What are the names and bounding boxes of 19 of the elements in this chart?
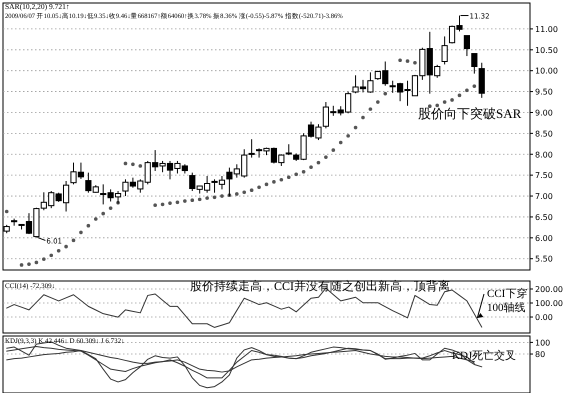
y-tick-label: 11.00 <box>535 24 558 34</box>
y-tick-label: 6.00 <box>535 234 553 243</box>
y-tick-label: 10.00 <box>535 66 558 76</box>
y-tick-label: 7.00 <box>535 192 553 202</box>
y-tick-label: 8.00 <box>535 150 553 160</box>
y-tick-label: 200.00 <box>535 284 563 294</box>
annotation: 股价向下突破SAR <box>418 106 522 121</box>
y-tick-label: 100.00 <box>535 299 563 308</box>
y-tick-label: 6.50 <box>535 212 553 222</box>
y-tick-label: 9.00 <box>535 108 553 118</box>
y-tick-label: 100 <box>535 338 550 348</box>
y-tick-label: 10.50 <box>535 46 558 55</box>
y-tick-label: 8.50 <box>535 129 553 138</box>
y-tick-label: 9.50 <box>535 88 553 97</box>
y-tick-label: 7.50 <box>535 171 553 180</box>
annotation: CCI下穿 100轴线 <box>487 287 528 314</box>
y-tick-label: 5.50 <box>535 254 553 264</box>
y-tick-label: 0.00 <box>535 313 553 322</box>
y-tick-label: 80 <box>535 350 546 360</box>
